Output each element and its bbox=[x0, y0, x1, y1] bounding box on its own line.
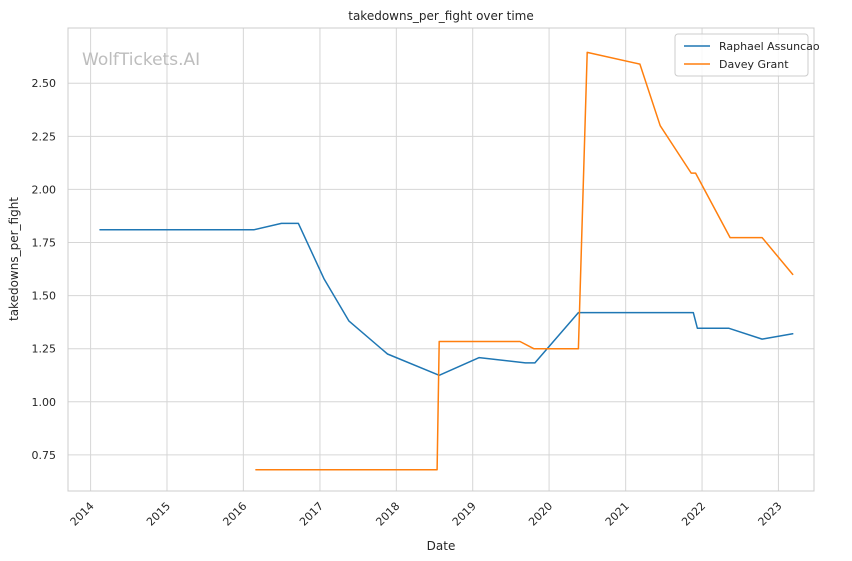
series-line-davey-grant bbox=[255, 51, 794, 471]
legend: Raphael Assuncao Davey Grant bbox=[674, 33, 820, 77]
series-line-raphael-assuncao bbox=[99, 222, 794, 377]
y-tick-label: 0.75 bbox=[32, 449, 57, 462]
chart-title: takedowns_per_fight over time bbox=[348, 9, 534, 23]
grid bbox=[68, 28, 814, 491]
x-axis-title: Date bbox=[427, 539, 456, 553]
watermark: WolfTickets.AI bbox=[82, 50, 200, 70]
series-layer bbox=[99, 51, 794, 471]
y-tick-label: 2.25 bbox=[32, 130, 57, 143]
legend-label-raphael-assuncao: Raphael Assuncao bbox=[719, 40, 820, 53]
legend-box bbox=[674, 33, 809, 77]
y-tick-label: 2.00 bbox=[32, 183, 57, 196]
y-tick-label: 1.75 bbox=[32, 237, 57, 250]
legend-label-davey-grant: Davey Grant bbox=[719, 58, 789, 71]
y-axis-ticks: 0.75 1.00 1.25 1.50 1.75 2.00 2.25 2.50 bbox=[32, 77, 57, 462]
y-axis-title: takedowns_per_fight bbox=[7, 197, 21, 321]
y-tick-label: 1.50 bbox=[32, 290, 57, 303]
y-tick-label: 1.00 bbox=[32, 396, 57, 409]
y-tick-label: 1.25 bbox=[32, 343, 57, 356]
plot-area-frame bbox=[67, 27, 815, 492]
y-tick-label: 2.50 bbox=[32, 77, 57, 90]
